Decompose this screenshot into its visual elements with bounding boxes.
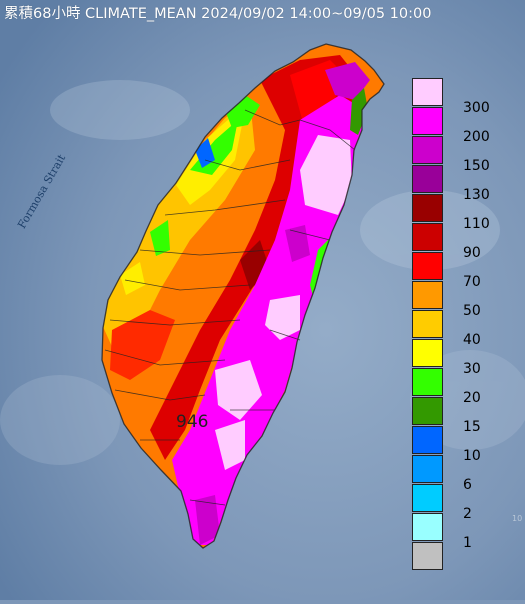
legend-label: 90 — [463, 245, 481, 261]
legend-label: 2 — [463, 506, 472, 522]
rainfall-legend: 300 200 150 130 110 90 70 50 40 30 20 15 10 6 2 1 — [412, 78, 522, 572]
legend-swatch — [412, 165, 443, 193]
edge-label: 10 — [512, 514, 523, 523]
legend-swatch — [412, 78, 443, 106]
legend-swatch — [412, 455, 443, 483]
legend-swatch — [412, 426, 443, 454]
legend-swatch — [412, 223, 443, 251]
legend-swatch — [412, 368, 443, 396]
legend-label: 110 — [463, 216, 490, 232]
legend-swatch — [412, 194, 443, 222]
legend-swatch — [412, 252, 443, 280]
legend-swatch — [412, 542, 443, 570]
legend-label: 50 — [463, 303, 481, 319]
legend-swatch — [412, 281, 443, 309]
legend-label: 200 — [463, 129, 490, 145]
legend-label: 30 — [463, 361, 481, 377]
county-borders — [101, 43, 385, 549]
legend-label: 40 — [463, 332, 481, 348]
max-rainfall-label: 946 — [176, 412, 209, 432]
legend-swatch — [412, 513, 443, 541]
legend-label: 10 — [463, 448, 481, 464]
legend-swatch — [412, 397, 443, 425]
legend-label: 20 — [463, 390, 481, 406]
legend-label: 15 — [463, 419, 481, 435]
legend-swatch — [412, 136, 443, 164]
map-title: 累積68小時 CLIMATE_MEAN 2024/09/02 14:00~09/… — [4, 6, 432, 22]
legend-swatch — [412, 107, 443, 135]
legend-label: 70 — [463, 274, 481, 290]
legend-swatch — [412, 339, 443, 367]
legend-swatch — [412, 310, 443, 338]
legend-label: 1 — [463, 535, 472, 551]
legend-label: 300 — [463, 100, 490, 116]
legend-label: 130 — [463, 187, 490, 203]
legend-swatch — [412, 484, 443, 512]
legend-label: 150 — [463, 158, 490, 174]
legend-label: 6 — [463, 477, 472, 493]
